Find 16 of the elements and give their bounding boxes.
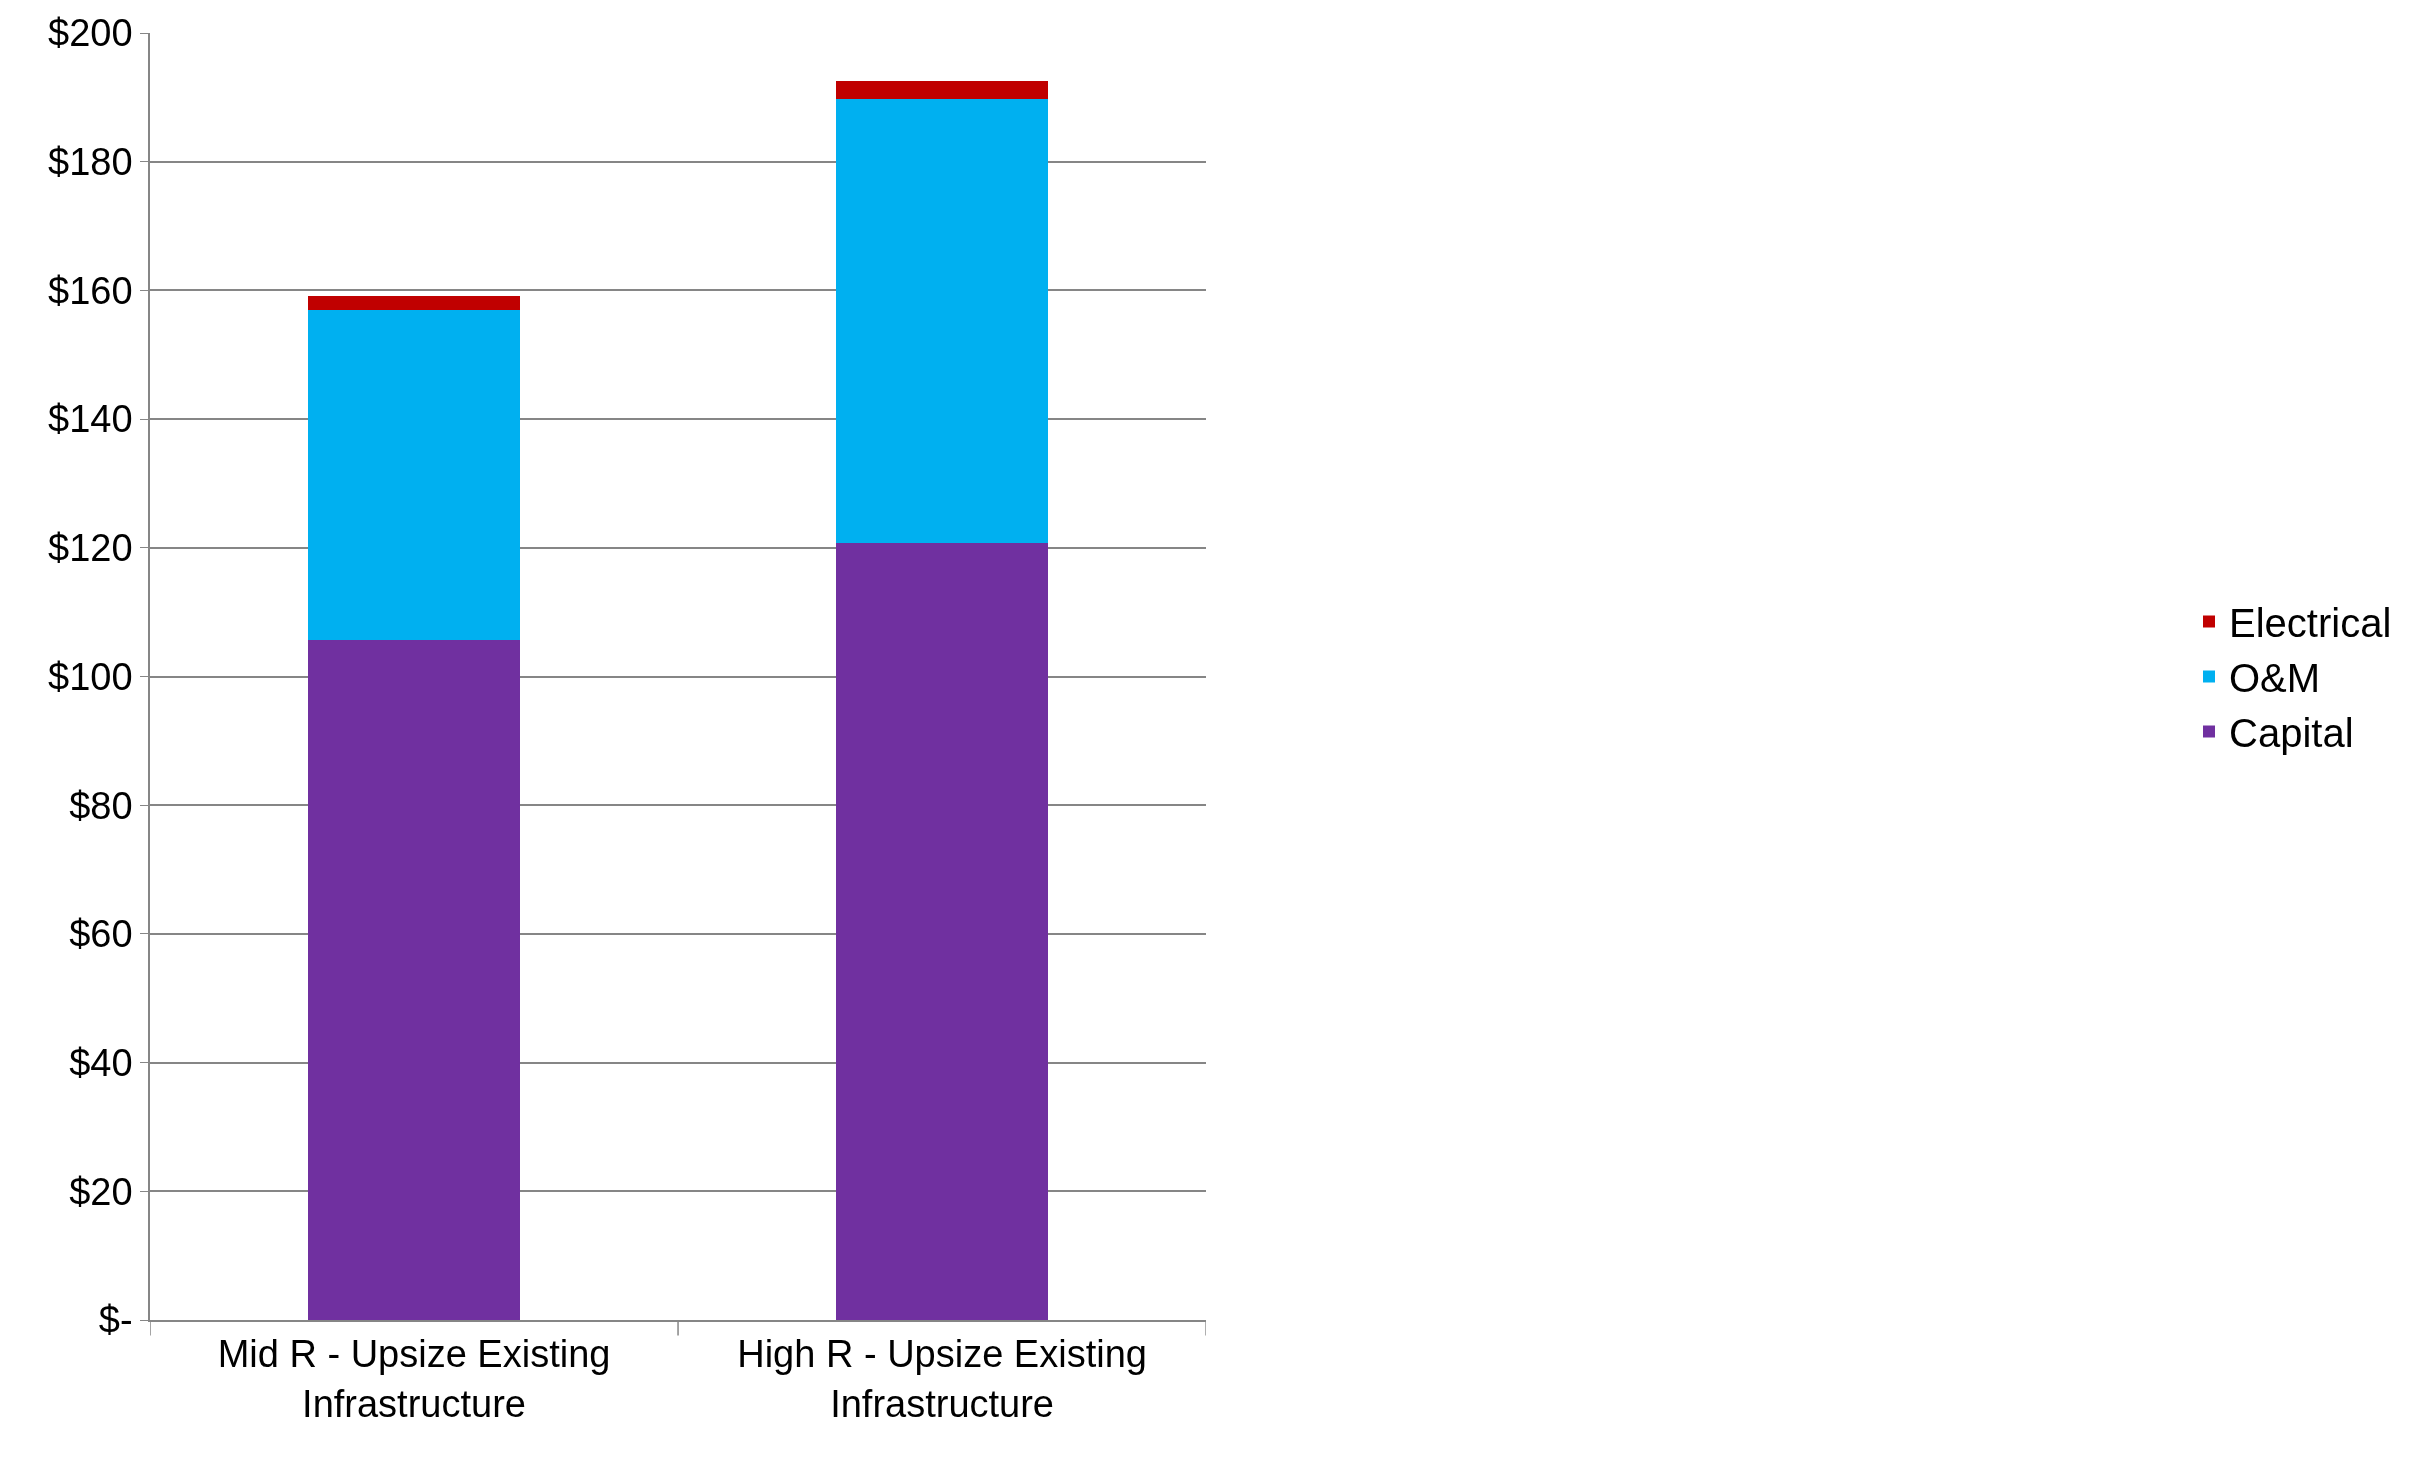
y-tick-label: $20 [69, 1170, 133, 1213]
legend-label: O&M [2229, 656, 2321, 701]
y-tick-label: $40 [69, 1041, 133, 1084]
x-tick-label: High R - Upsize Existing Infrastructure [737, 1333, 1147, 1425]
y-tick-label: $120 [48, 527, 133, 570]
y-tick-label: $- [98, 1299, 133, 1342]
y-tick-label: $80 [69, 784, 133, 827]
legend-label: Electrical [2229, 601, 2392, 646]
y-tick-label: $60 [69, 913, 133, 956]
y-tick-label: $100 [48, 655, 133, 698]
y-tick-label: $140 [48, 398, 133, 441]
y-tick-label: $200 [48, 12, 133, 55]
y-tick-label: $160 [48, 269, 133, 312]
legend-label: Capital [2229, 711, 2354, 756]
x-tick-label: Mid R - Upsize Existing Infrastructure [217, 1333, 611, 1425]
y-tick-label: $180 [48, 141, 133, 183]
